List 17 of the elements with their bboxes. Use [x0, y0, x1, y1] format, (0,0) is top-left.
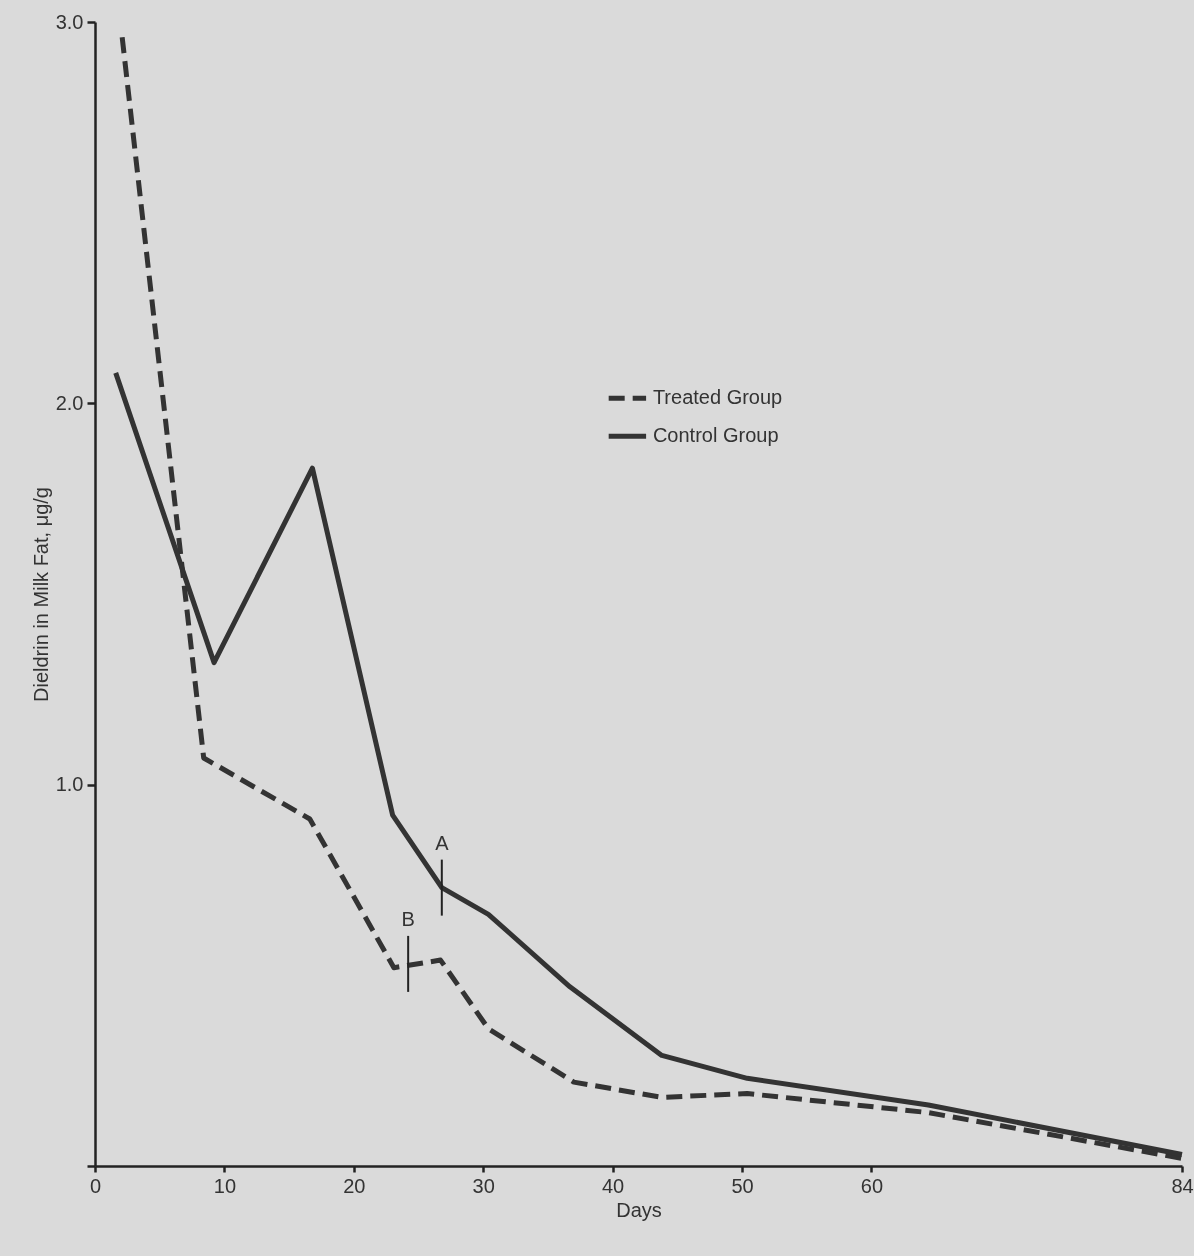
y-tick-label: 3.0	[55, 10, 84, 33]
y-axis-title: Dieldrin in Milk Fat, μg/g	[29, 487, 52, 702]
x-tick-label: 60	[860, 1174, 884, 1197]
legend-label: Control Group	[652, 424, 779, 447]
x-tick-label: 20	[343, 1174, 366, 1197]
x-tick-label: 84	[1171, 1174, 1194, 1197]
x-tick-label: 50	[731, 1174, 754, 1197]
x-tick-label: 30	[472, 1174, 495, 1197]
x-tick-label: 10	[213, 1174, 237, 1197]
y-tick-label: 2.0	[55, 391, 84, 414]
x-tick-label: 40	[601, 1174, 625, 1197]
x-axis-title: Days	[616, 1198, 662, 1221]
legend-label: Treated Group	[652, 386, 783, 409]
x-tick-label: 0	[89, 1174, 102, 1197]
annotation: A	[435, 831, 450, 854]
annotation: B	[401, 907, 415, 930]
y-tick-label: 1.0	[55, 773, 84, 796]
